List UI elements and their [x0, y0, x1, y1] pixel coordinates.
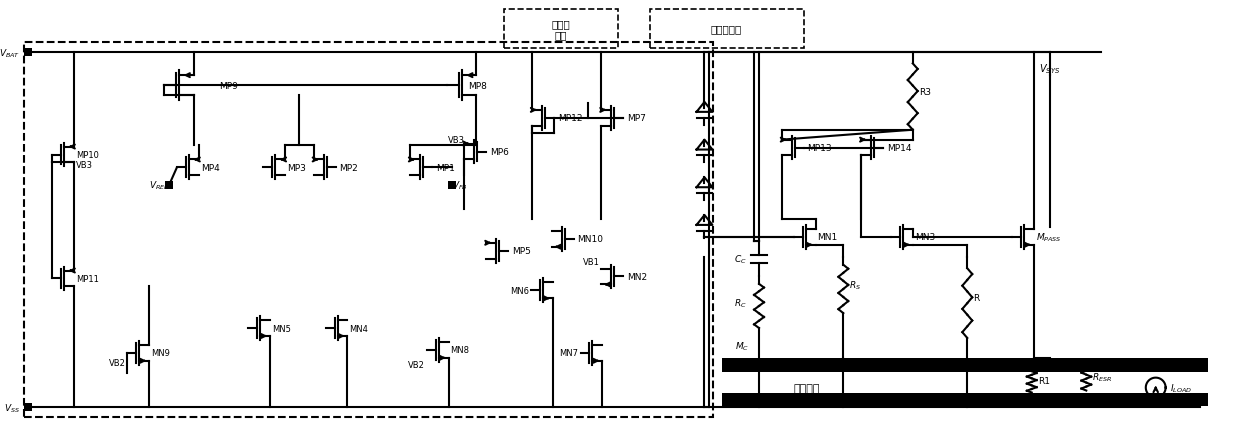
Text: $R_C$: $R_C$	[734, 296, 746, 309]
Text: MP11: MP11	[76, 274, 99, 283]
Bar	[723, 393, 1208, 406]
Text: $M_{PASS}$: $M_{PASS}$	[1035, 231, 1061, 243]
Text: $I_{LOAD}$: $I_{LOAD}$	[1169, 381, 1192, 394]
Text: MN1: MN1	[817, 233, 838, 242]
Text: 可变电阻: 可变电阻	[794, 383, 820, 393]
Text: VB2: VB2	[408, 360, 425, 369]
Text: $R_S$: $R_S$	[849, 279, 862, 292]
Text: MP9: MP9	[219, 81, 238, 90]
Bar	[25, 403, 32, 412]
Bar	[973, 399, 981, 406]
Text: VB3: VB3	[76, 160, 93, 169]
Text: VB3: VB3	[448, 136, 465, 145]
Text: R: R	[973, 293, 980, 302]
Text: MP5: MP5	[512, 247, 531, 255]
Bar	[650, 10, 804, 49]
Text: R3: R3	[919, 87, 931, 96]
Text: MN5: MN5	[272, 324, 291, 333]
Text: $V_{FB}$: $V_{FB}$	[451, 180, 467, 192]
Bar	[505, 10, 619, 49]
Text: MP12: MP12	[558, 114, 583, 123]
Text: $V_{FB}$: $V_{FB}$	[970, 391, 985, 404]
Text: MP8: MP8	[467, 81, 487, 90]
Text: MP14: MP14	[887, 144, 911, 153]
Bar	[165, 182, 172, 190]
Text: MP7: MP7	[627, 114, 646, 123]
Text: MN6: MN6	[510, 286, 529, 295]
Text: MP1: MP1	[435, 163, 455, 172]
Text: MP10: MP10	[76, 150, 99, 160]
Text: MN4: MN4	[350, 324, 368, 333]
Text: $V_{BAT}$: $V_{BAT}$	[0, 47, 20, 59]
Text: MP3: MP3	[286, 163, 306, 172]
Text: $M_C$: $M_C$	[735, 340, 749, 352]
Text: $V_{SS}$: $V_{SS}$	[4, 401, 20, 414]
Text: R1: R1	[1038, 376, 1050, 385]
Bar	[25, 43, 713, 418]
Bar	[448, 182, 455, 190]
Text: MN3: MN3	[915, 233, 935, 242]
Text: VB2: VB2	[108, 359, 125, 367]
Text: $V_{REF}$: $V_{REF}$	[149, 180, 169, 192]
Text: 钳位二极管: 钳位二极管	[711, 25, 742, 34]
Text: MP4: MP4	[201, 163, 219, 172]
Text: MN9: MN9	[151, 349, 170, 357]
Text: MN7: MN7	[559, 349, 579, 357]
Bar	[723, 358, 1208, 372]
Text: $C_C$: $C_C$	[734, 253, 748, 265]
Text: MP2: MP2	[340, 163, 358, 172]
Text: MN8: MN8	[450, 346, 470, 355]
Text: MP13: MP13	[807, 144, 832, 153]
Text: MN2: MN2	[627, 272, 647, 281]
Text: $V_{SYS}$: $V_{SYS}$	[1039, 62, 1060, 76]
Text: 误差放
大器: 误差放 大器	[552, 19, 570, 40]
Text: $R_{ESR}$: $R_{ESR}$	[1092, 371, 1112, 383]
Text: MP6: MP6	[490, 147, 510, 157]
Text: MN10: MN10	[578, 235, 604, 244]
Bar	[25, 49, 32, 57]
Text: VB1: VB1	[583, 258, 600, 267]
